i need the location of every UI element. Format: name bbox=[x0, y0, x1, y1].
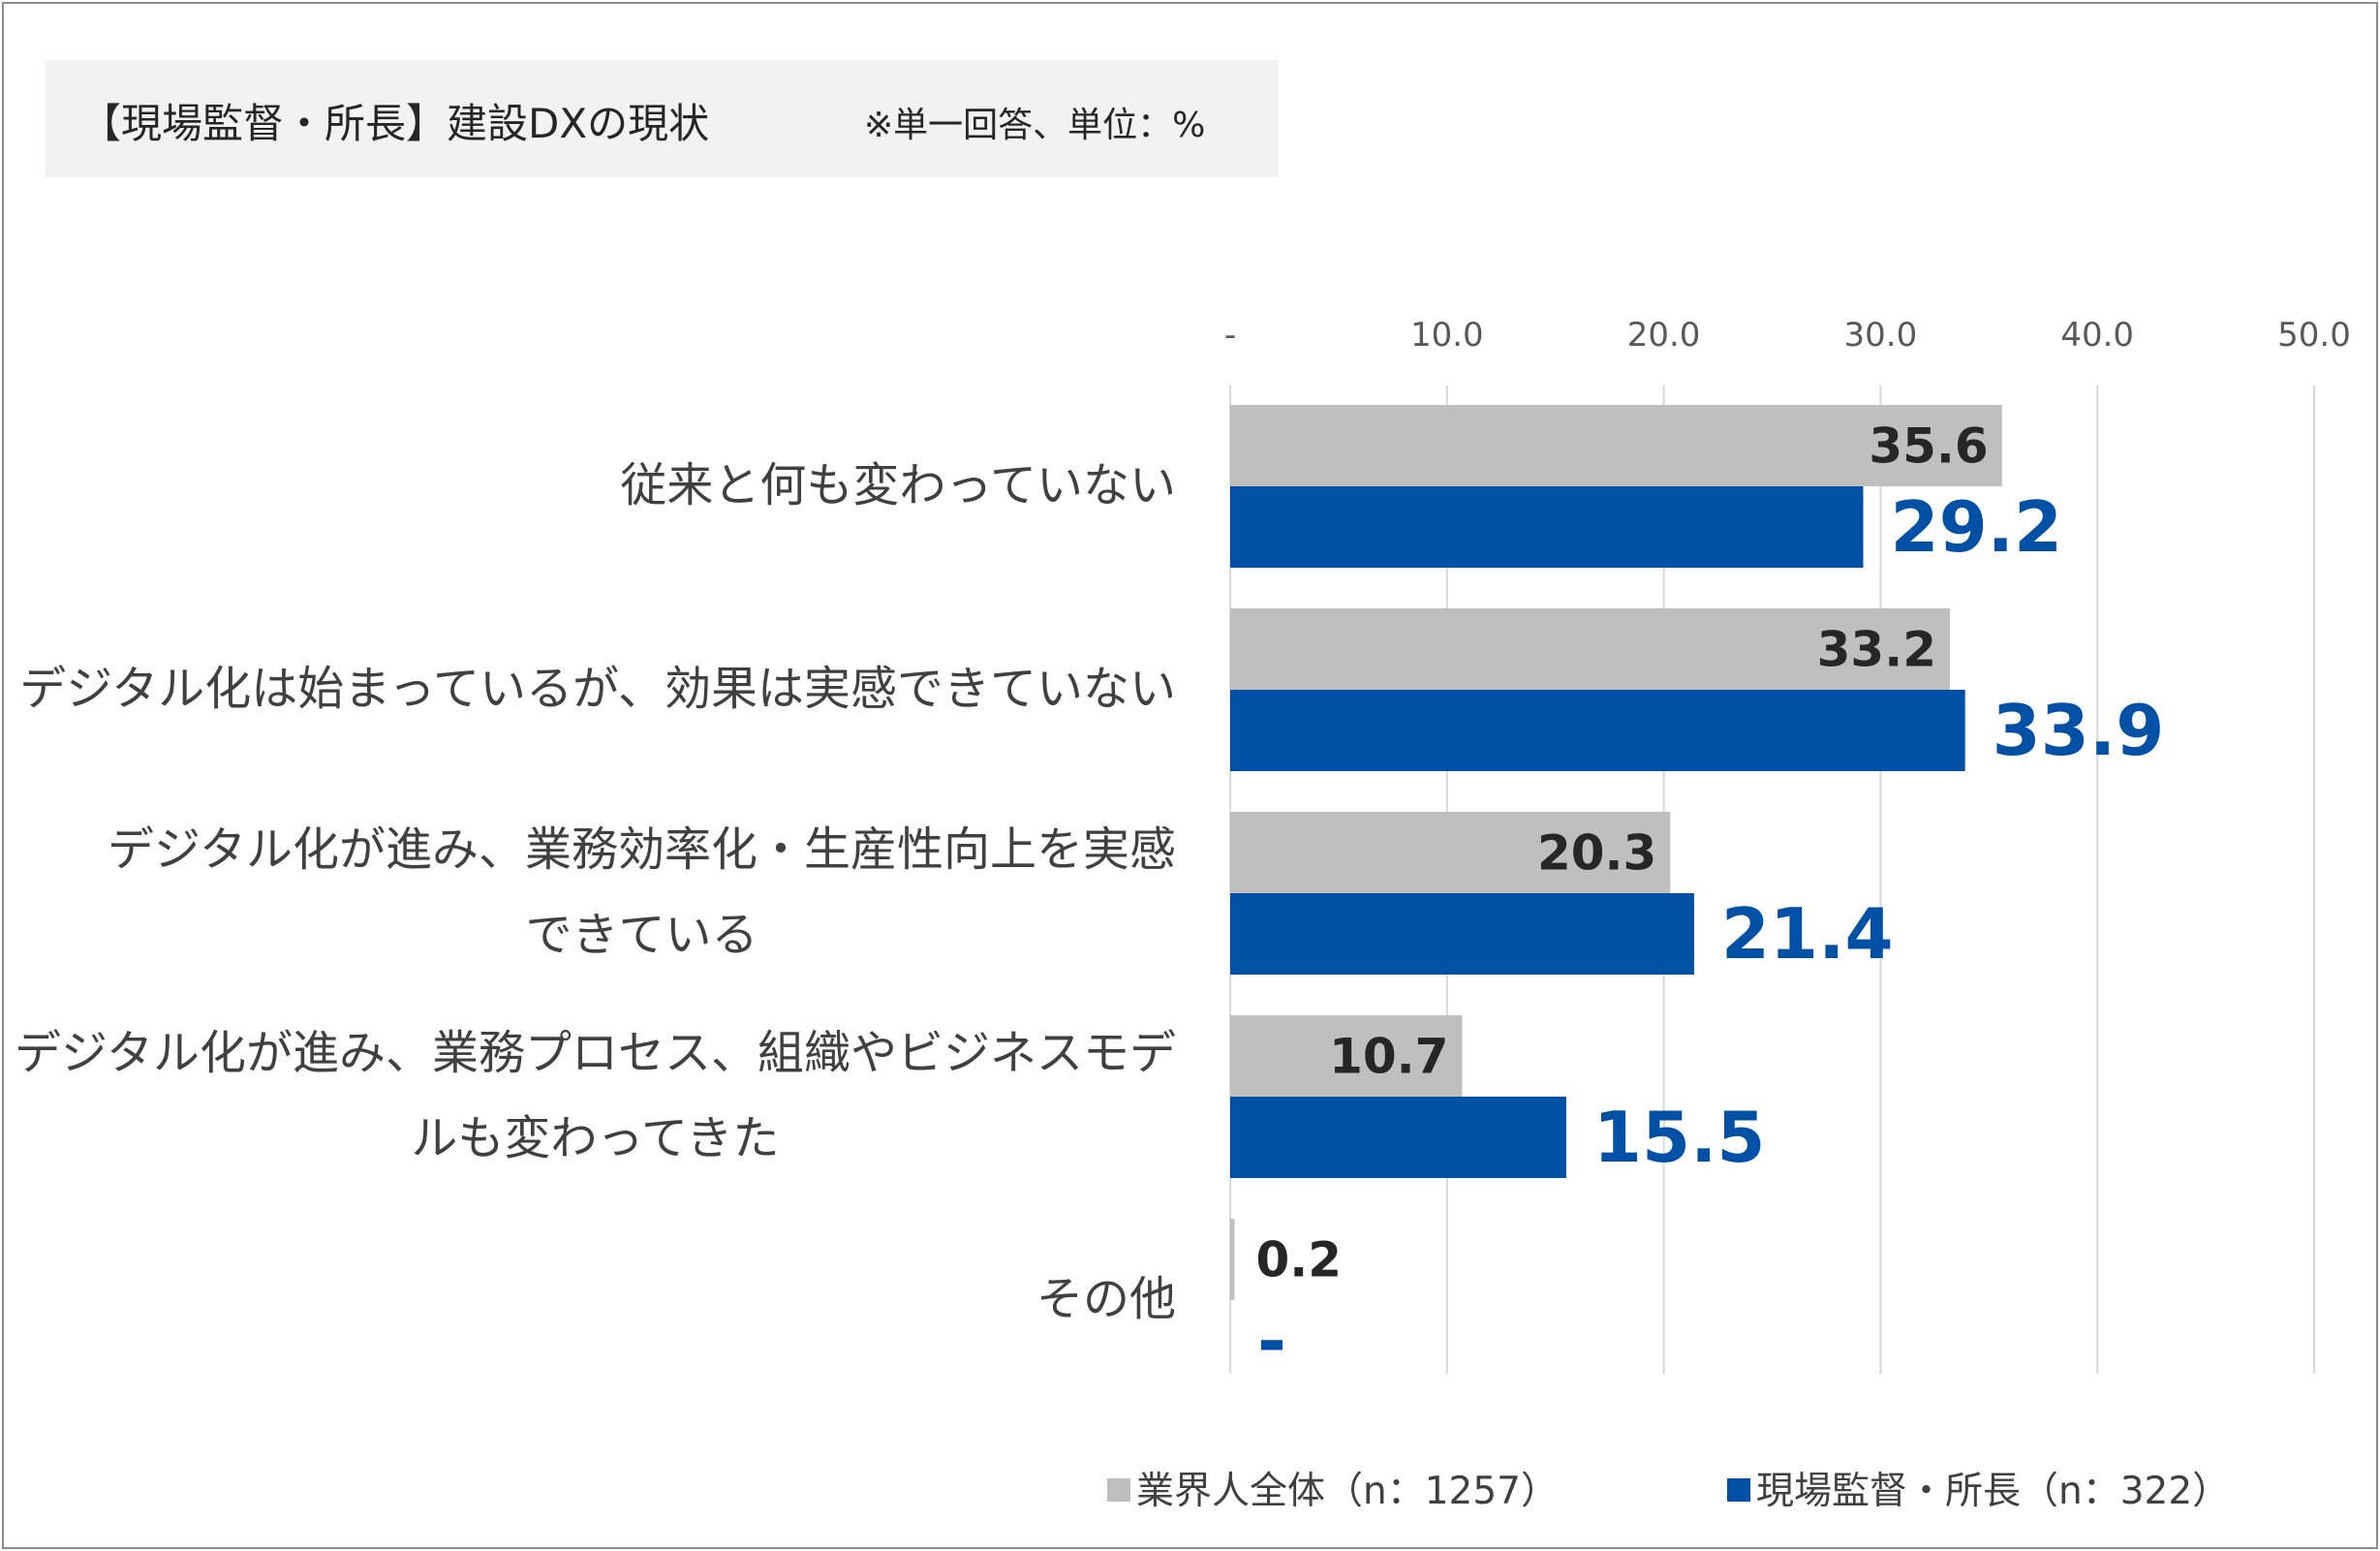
bar-series-0 bbox=[1230, 1219, 1235, 1300]
category-label-line: デジタル化が進み、業務効率化・生産性向上を実感 bbox=[108, 822, 1176, 877]
legend-label-series-0: 業界人全体（n：1257） bbox=[1136, 1470, 1559, 1513]
category-label-line: ルも変わってきた bbox=[411, 1111, 779, 1165]
legend-label-series-1: 現場監督・所長（n：322） bbox=[1756, 1470, 2231, 1513]
category-label-line: できている bbox=[525, 908, 757, 962]
bar-series-0 bbox=[1230, 608, 1951, 690]
bar-series-0 bbox=[1230, 405, 2002, 486]
chart-title: 【現場監督・所長】建設DXの現状 bbox=[80, 100, 710, 147]
legend-swatch-series-0 bbox=[1107, 1478, 1130, 1502]
data-label-series-0: 20.3 bbox=[1537, 825, 1656, 882]
bar-series-1 bbox=[1230, 690, 1965, 771]
category-label: 従来と何も変わっていない bbox=[620, 458, 1176, 512]
data-label-series-1: 15.5 bbox=[1593, 1097, 1766, 1178]
category-label: デジタル化は始まっているが、効果は実感できていない bbox=[19, 662, 1176, 716]
category-label-line: その他 bbox=[1036, 1272, 1176, 1326]
data-label-series-0: 10.7 bbox=[1329, 1029, 1448, 1085]
category-label-line: デジタル化は始まっているが、効果は実感できていない bbox=[19, 662, 1176, 716]
x-tick-label: 10.0 bbox=[1410, 316, 1484, 355]
x-tick-label: 20.0 bbox=[1627, 316, 1701, 355]
x-tick-label: 40.0 bbox=[2060, 316, 2134, 355]
data-label-series-0: 33.2 bbox=[1817, 622, 1936, 678]
bar-series-0 bbox=[1230, 812, 1671, 893]
legend-swatch-series-1 bbox=[1727, 1478, 1750, 1502]
category-label: その他 bbox=[1036, 1272, 1176, 1326]
chart-note: ※単一回答、単位：% bbox=[864, 106, 1206, 145]
title-box: 【現場監督・所長】建設DXの現状 ※単一回答、単位：% bbox=[46, 60, 1279, 177]
data-label-series-0: 0.2 bbox=[1255, 1232, 1342, 1288]
x-tick-label: 50.0 bbox=[2277, 316, 2351, 355]
data-label-series-0: 35.6 bbox=[1869, 419, 1988, 475]
bar-series-1 bbox=[1230, 893, 1694, 975]
data-label-series-1: 33.9 bbox=[1993, 690, 2165, 771]
data-label-series-1: - bbox=[1257, 1300, 1286, 1381]
category-label-line: デジタル化が進み、業務プロセス、組織やビジネスモデ bbox=[15, 1026, 1176, 1080]
data-label-series-1: 29.2 bbox=[1890, 486, 2062, 568]
bar-series-0 bbox=[1230, 1015, 1463, 1097]
data-label-series-1: 21.4 bbox=[1721, 893, 1894, 975]
bar-series-1 bbox=[1230, 1097, 1566, 1178]
bar-series-1 bbox=[1230, 486, 1864, 568]
x-tick-label: - bbox=[1224, 316, 1236, 355]
legend-item-series-0: 業界人全体（n：1257） bbox=[1107, 1461, 1559, 1515]
category-label-line: 従来と何も変わっていない bbox=[620, 458, 1176, 512]
category-label: デジタル化が進み、業務効率化・生産性向上を実感できている bbox=[108, 822, 1176, 962]
x-tick-label: 30.0 bbox=[1844, 316, 1918, 355]
category-label: デジタル化が進み、業務プロセス、組織やビジネスモデルも変わってきた bbox=[15, 1026, 1176, 1165]
legend-item-series-1: 現場監督・所長（n：322） bbox=[1727, 1461, 2230, 1515]
